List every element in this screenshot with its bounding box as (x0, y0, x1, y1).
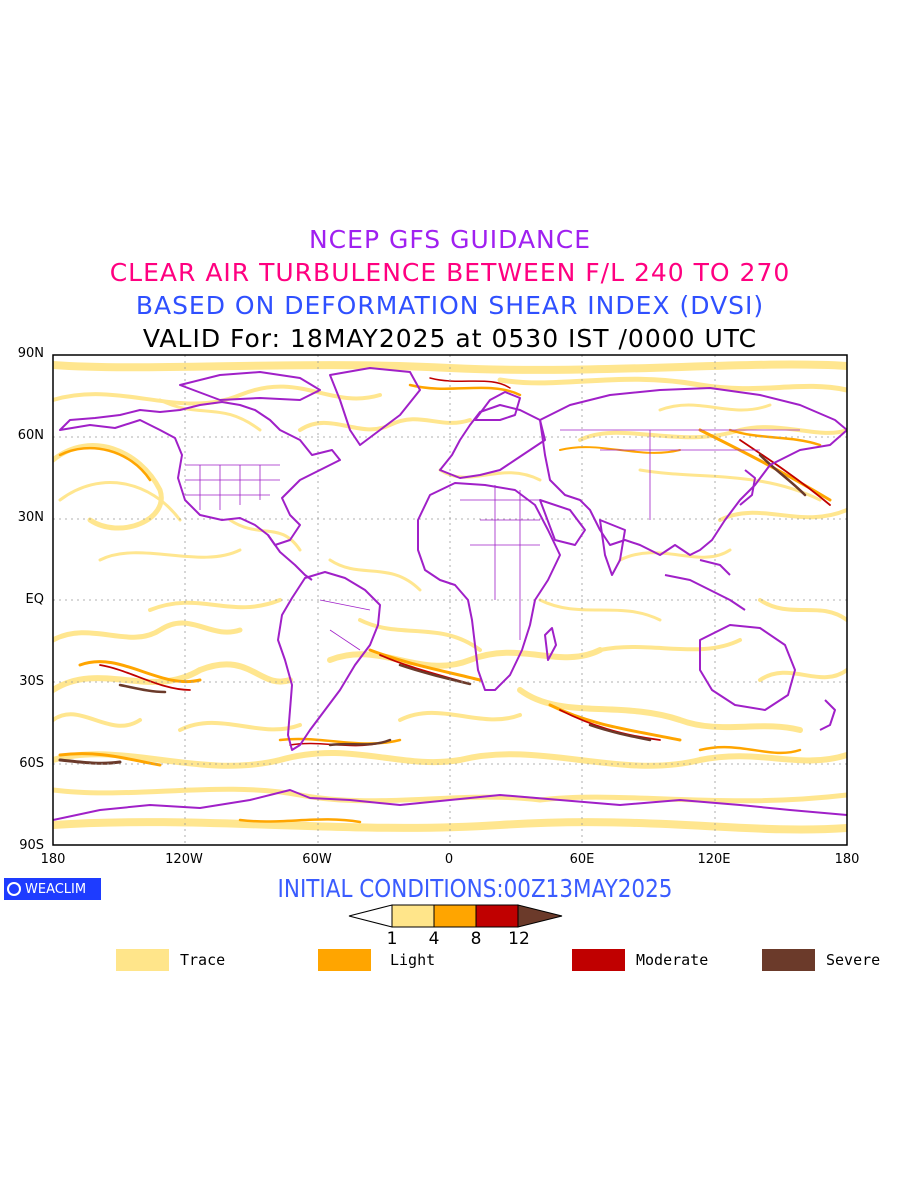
lat-label-30n: 30N (17, 510, 44, 525)
lat-label-60n: 60N (17, 428, 44, 443)
severe-bands (58, 453, 807, 765)
weaclim-logo: WEACLIM (4, 878, 101, 900)
coastlines (53, 367, 847, 821)
copyright-icon (7, 882, 21, 896)
legend-label-light: Light (390, 951, 436, 969)
title-line-3: BASED ON DEFORMATION SHEAR INDEX (DVSI) (135, 291, 765, 320)
legend-swatch-moderate (572, 949, 625, 971)
colorbar-tick-4: 4 (428, 929, 440, 949)
borders (185, 429, 800, 651)
colorbar-tick-1: 1 (386, 929, 398, 949)
lon-label-0: 0 (444, 852, 454, 867)
colorbar-box-light (433, 904, 477, 928)
colorbar-box-trace (391, 904, 435, 928)
legend-label-trace: Trace (180, 951, 226, 969)
lat-label-90s: 90S (19, 838, 44, 853)
lon-label-60e: 60E (569, 852, 595, 867)
legend-swatch-light (318, 949, 371, 971)
legend-label-severe: Severe (826, 951, 881, 969)
colorbar-under-arrow (348, 904, 393, 928)
lat-label-60s: 60S (19, 756, 44, 771)
map-frame (52, 354, 848, 846)
title-line-1: NCEP GFS GUIDANCE (308, 225, 591, 254)
lon-label-180e: 180 (834, 852, 860, 867)
colorbar-tick-12: 12 (508, 929, 530, 949)
legend-label-moderate: Moderate (636, 951, 709, 969)
lon-label-60w: 60W (302, 852, 332, 867)
map-grid (53, 355, 847, 845)
lon-label-120w: 120W (165, 852, 203, 867)
lat-label-30s: 30S (19, 674, 44, 689)
title-line-2: CLEAR AIR TURBULENCE BETWEEN F/L 240 TO … (109, 258, 791, 287)
colorbar-tick-8: 8 (470, 929, 482, 949)
legend-swatch-severe (762, 949, 815, 971)
lat-label-eq: EQ (25, 592, 44, 607)
lon-label-120e: 120E (697, 852, 731, 867)
legend-swatch-trace (116, 949, 169, 971)
colorbar-over-arrow (517, 904, 563, 928)
lat-label-90n: 90N (17, 346, 44, 361)
initial-conditions: INITIAL CONDITIONS:00Z13MAY2025 (277, 874, 673, 903)
lon-label-180w: 180 (40, 852, 66, 867)
logo-text: WEACLIM (25, 881, 87, 897)
trace-bands (53, 360, 847, 834)
valid-time: VALID For: 18MAY2025 at 0530 IST /0000 U… (142, 324, 758, 353)
colorbar-box-moderate (475, 904, 519, 928)
